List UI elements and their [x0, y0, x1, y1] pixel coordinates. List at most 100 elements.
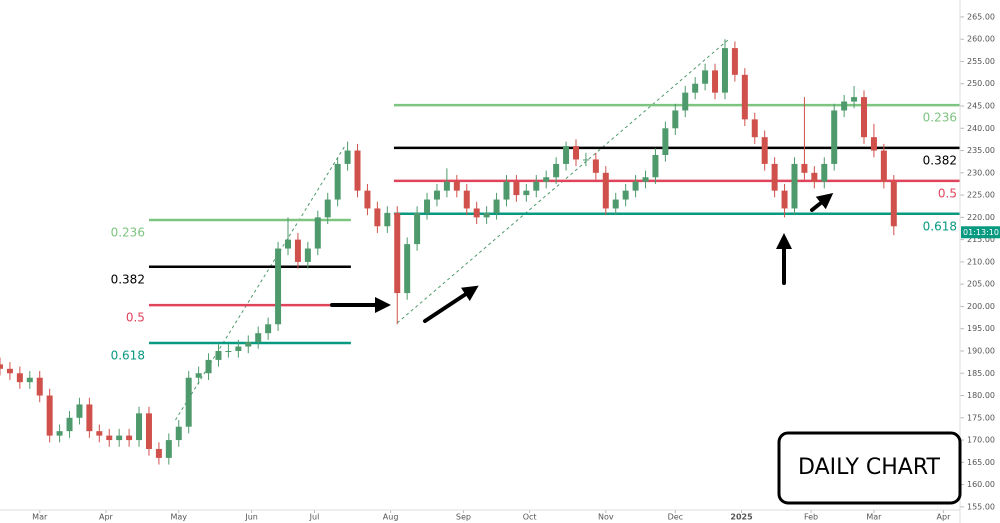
candle-body: [255, 333, 262, 343]
candle-body: [861, 97, 867, 138]
candle-body: [46, 395, 53, 436]
candle-body: [285, 239, 291, 249]
candle-body: [66, 417, 73, 432]
y-tick-label: 195.00: [967, 324, 995, 333]
x-tick-label: Apr: [99, 513, 114, 522]
candle-body: [573, 146, 579, 160]
y-tick-label: 185.00: [967, 369, 995, 378]
x-tick-label: Jun: [244, 513, 258, 522]
countdown-box: [961, 226, 1000, 239]
candle-body: [185, 377, 192, 427]
candle-body: [721, 48, 728, 93]
candle-body: [374, 208, 381, 227]
candle-body: [870, 137, 877, 151]
arrow: [810, 193, 834, 212]
y-tick-label: 260.00: [967, 35, 995, 44]
candle-body: [632, 181, 639, 191]
candle-body: [791, 163, 798, 209]
candle-body: [145, 413, 152, 449]
candle-body: [126, 435, 133, 441]
candle-body: [384, 212, 391, 227]
fib-label: 0.382: [923, 153, 957, 167]
candle-body: [205, 359, 212, 374]
candle-body: [741, 74, 748, 120]
candle-body: [106, 435, 113, 441]
candle-body: [96, 431, 103, 436]
candle-body: [672, 110, 679, 129]
y-tick-label: 205.00: [967, 280, 995, 289]
candle-body: [712, 70, 719, 93]
candle-body: [364, 190, 371, 209]
candle-body: [414, 212, 421, 245]
candle-layer: [0, 39, 897, 465]
x-tick-label: Oct: [523, 513, 537, 522]
candle-body: [751, 119, 758, 138]
candle-body: [36, 377, 43, 396]
candle-body: [175, 426, 182, 441]
candle-body: [692, 83, 699, 93]
candle-body: [612, 199, 619, 209]
x-tick-label: Mar: [32, 513, 48, 522]
candle-body: [761, 137, 768, 164]
y-tick-label: 240.00: [967, 124, 995, 133]
candle-body: [642, 177, 649, 182]
y-tick-label: 160.00: [967, 480, 995, 489]
fib-label: 0.5: [938, 186, 957, 200]
candle-body: [155, 448, 162, 458]
candle-body: [831, 110, 838, 164]
candle-body: [702, 70, 709, 84]
candle-body: [235, 346, 242, 351]
y-tick-label: 220.00: [967, 213, 995, 222]
y-tick-label: 180.00: [967, 391, 995, 400]
fib-label: 0.382: [111, 272, 145, 286]
candle-body: [602, 172, 609, 209]
candle-body: [86, 404, 93, 432]
candle-body: [225, 350, 232, 352]
y-tick-label: 215.00: [967, 235, 995, 244]
candle-body: [473, 208, 480, 218]
candle-body: [344, 150, 351, 164]
candle-body: [513, 181, 520, 196]
candle-body: [483, 212, 490, 218]
y-tick-label: 250.00: [967, 79, 995, 88]
fib-layer: 0.236 0.382 0.5 0.618 0.236 0.382 0.5 0.618: [111, 37, 960, 421]
candle-body: [592, 159, 599, 173]
candle-body: [771, 163, 778, 191]
tick-layer: 155.00 160.00 165.00 170.00 175.00 180.00 185.…: [32, 12, 995, 521]
candle-body: [821, 163, 828, 182]
candle-body: [523, 190, 530, 196]
candle-body: [433, 190, 440, 200]
candle-body: [563, 146, 570, 164]
candle-body: [26, 377, 33, 383]
y-tick-label: 175.00: [967, 413, 995, 422]
trendline: [175, 146, 345, 421]
y-tick-label: 190.00: [967, 346, 995, 355]
fib-label: 0.618: [111, 348, 145, 362]
x-tick-label: Apr: [937, 513, 952, 522]
candle-body: [503, 181, 510, 200]
candle-body: [195, 373, 202, 378]
candle-body: [453, 181, 460, 191]
candle-body: [543, 177, 550, 182]
candle-body: [275, 248, 282, 325]
candle-body: [553, 163, 560, 178]
arrow: [423, 285, 479, 323]
candle-body: [424, 199, 431, 213]
candle-body: [56, 431, 63, 436]
candle-body: [314, 217, 321, 249]
y-tick-label: 255.00: [967, 57, 995, 66]
candle-body: [652, 155, 659, 178]
candle-body: [443, 181, 450, 191]
candle-body: [404, 244, 411, 294]
y-tick-label: 265.00: [967, 12, 995, 21]
annotation-box: [777, 431, 962, 505]
candle-body: [851, 97, 858, 102]
x-tick-label: Aug: [383, 513, 399, 522]
x-tick-label: May: [170, 513, 187, 522]
candle-body: [165, 440, 172, 458]
fib-label: 0.618: [923, 219, 957, 233]
candle-body: [215, 350, 222, 360]
x-tick-label: Jul: [309, 513, 320, 522]
candle-body: [890, 181, 897, 227]
y-tick-label: 200.00: [967, 302, 995, 311]
